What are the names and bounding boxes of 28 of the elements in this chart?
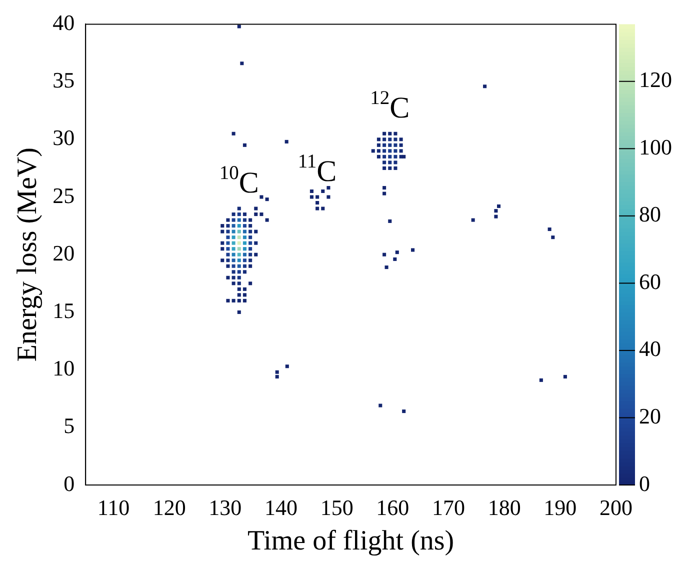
x-tick-label: 110: [97, 494, 130, 520]
x-axis-title: Time of flight (ns): [247, 526, 454, 557]
y-axis-title: Energy loss (MeV): [12, 148, 44, 362]
y-tick-label: 15: [52, 298, 75, 323]
x-tick-label: 160: [376, 494, 410, 520]
color-bar-label: 100: [639, 134, 672, 160]
color-bar-label: 60: [639, 268, 661, 294]
x-tick-label: 120: [152, 494, 186, 520]
y-tick-label: 0: [64, 470, 75, 496]
y-tick-label: 20: [52, 240, 75, 266]
y-tick-label: 25: [52, 182, 75, 208]
color-bar-label: 80: [639, 202, 661, 227]
color-bar-label: 20: [639, 404, 661, 429]
y-tick-label: 35: [52, 68, 75, 93]
y-tick-label: 40: [52, 10, 75, 35]
color-bar-label: 120: [639, 67, 672, 92]
y-tick-label: 30: [52, 125, 75, 150]
color-bar-label: 40: [639, 336, 661, 362]
y-tick-label: 5: [64, 413, 75, 438]
x-tick-label: 170: [432, 494, 466, 520]
x-tick-label: 130: [208, 494, 242, 520]
y-tick-label: 10: [52, 356, 75, 381]
x-tick-label: 150: [320, 494, 354, 520]
x-tick-label: 180: [488, 494, 521, 520]
x-tick-label: 140: [264, 494, 298, 520]
x-tick-label: 200: [600, 494, 632, 520]
color-bar-label: 0: [639, 470, 650, 496]
x-tick-label: 190: [544, 494, 577, 520]
